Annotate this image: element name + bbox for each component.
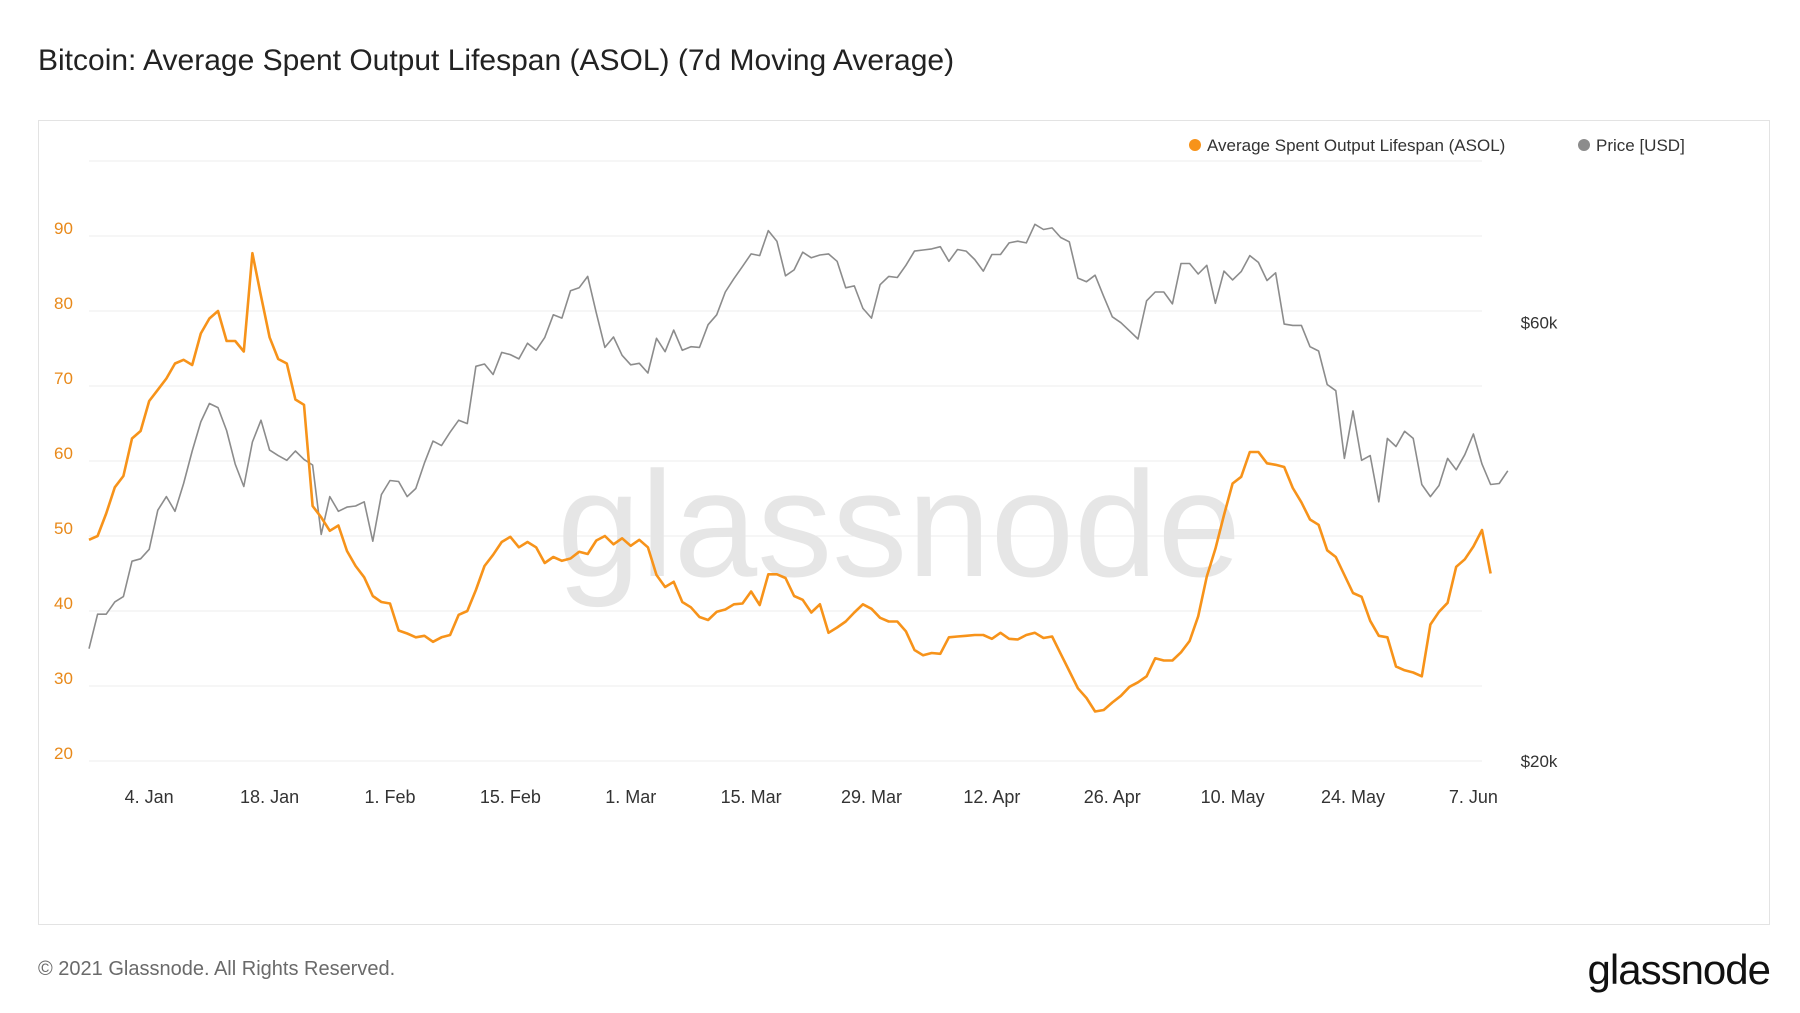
y-left-tick-label: 70 (54, 369, 73, 388)
footer-logo: glassnode (1587, 946, 1771, 993)
x-tick-label: 12. Apr (963, 787, 1020, 807)
chart-frame: glassnode 20 30 40 50 60 70 80 90 $20k $60k 4. Jan… (38, 120, 1770, 925)
legend-asol-marker (1189, 139, 1201, 151)
y-right-tick-label: $20k (1521, 752, 1558, 771)
y-right-tick-label: $60k (1521, 314, 1558, 333)
x-tick-label: 10. May (1201, 787, 1265, 807)
y-left-tick-label: 80 (54, 294, 73, 313)
y-left-tick-label: 60 (54, 444, 73, 463)
x-tick-label: 1. Mar (605, 787, 656, 807)
watermark: glassnode (557, 440, 1241, 608)
axis-ticks: 20 30 40 50 60 70 80 90 $20k $60k 4. Jan 18. Jan 1. … (54, 219, 1558, 807)
legend: Average Spent Output Lifespan (ASOL) Pri… (1189, 136, 1685, 155)
x-tick-label: 4. Jan (125, 787, 174, 807)
legend-price-label: Price [USD] (1596, 136, 1685, 155)
x-tick-label: 15. Feb (480, 787, 541, 807)
x-tick-label: 26. Apr (1084, 787, 1141, 807)
x-tick-label: 24. May (1321, 787, 1385, 807)
footer-copyright: © 2021 Glassnode. All Rights Reserved. (38, 958, 396, 980)
price-series (88, 223, 1509, 649)
x-tick-label: 7. Jun (1449, 787, 1498, 807)
legend-price-marker (1578, 139, 1590, 151)
asol-series (88, 251, 1492, 713)
price-line (88, 223, 1509, 649)
x-tick-label: 1. Feb (364, 787, 415, 807)
y-left-tick-label: 40 (54, 594, 73, 613)
y-left-tick-label: 30 (54, 669, 73, 688)
chart-title: Bitcoin: Average Spent Output Lifespan (… (38, 44, 955, 77)
y-left-tick-label: 90 (54, 219, 73, 238)
chart-svg: glassnode 20 30 40 50 60 70 80 90 $20k $60k 4. Jan… (54, 136, 1685, 807)
grid-layer (89, 160, 1482, 762)
y-left-tick-label: 20 (54, 744, 73, 763)
legend-asol-label: Average Spent Output Lifespan (ASOL) (1207, 136, 1505, 155)
x-tick-label: 18. Jan (240, 787, 299, 807)
asol-line (88, 251, 1492, 713)
x-tick-label: 29. Mar (841, 787, 902, 807)
y-left-tick-label: 50 (54, 519, 73, 538)
x-tick-label: 15. Mar (721, 787, 782, 807)
